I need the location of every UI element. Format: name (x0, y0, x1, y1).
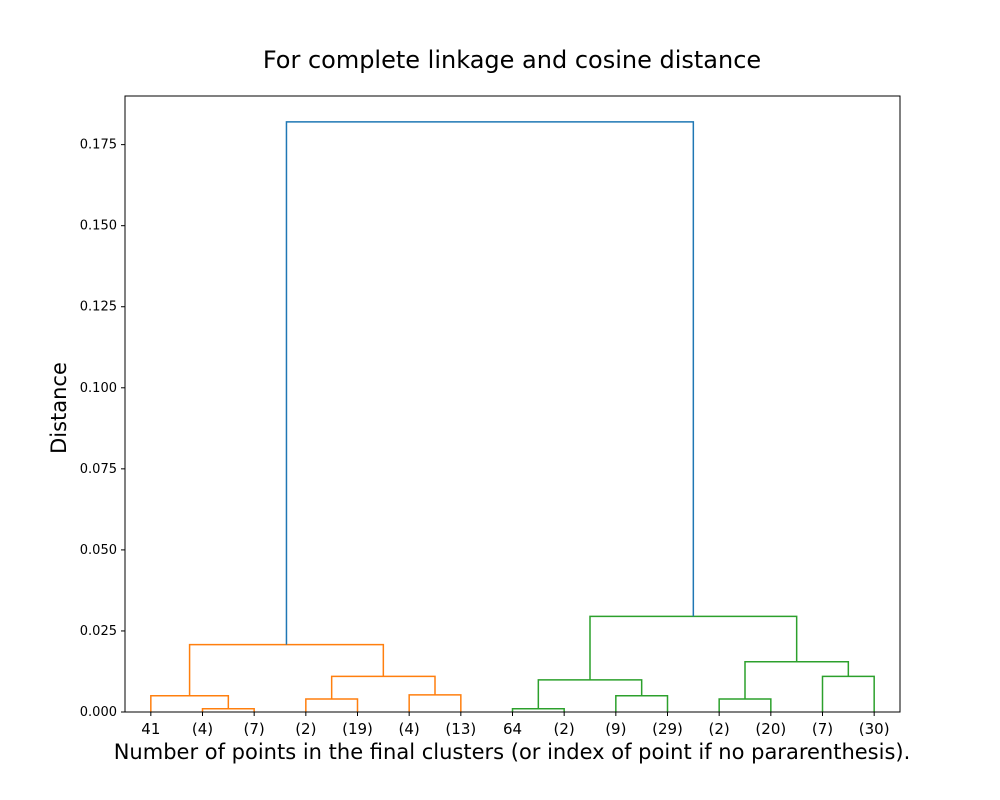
y-tick-label: 0.175 (80, 138, 117, 153)
dendrogram-links (150, 121, 875, 712)
dendrogram-link (615, 695, 669, 712)
leaf-label: (13) (445, 720, 476, 738)
plot-frame (124, 95, 901, 713)
y-axis: 0.000 0.025 0.050 0.075 0.100 0.125 0.150 0.175 (80, 138, 125, 720)
leaf-label: (2) (709, 720, 730, 738)
y-tick-label: 0.025 (80, 624, 117, 639)
y-tick-label: 0.150 (80, 219, 117, 234)
dendrogram-link (201, 708, 255, 712)
leaf-label: (20) (755, 720, 786, 738)
dendrogram-link (408, 694, 462, 712)
leaf-label: (30) (859, 720, 890, 738)
chart-title: For complete linkage and cosine distance (263, 46, 761, 74)
leaf-label: (4) (192, 720, 213, 738)
y-tick-label: 0.075 (80, 462, 117, 477)
dendrogram-link (589, 615, 798, 680)
x-axis-label: Number of points in the final clusters (… (114, 740, 911, 764)
leaf-label: 64 (503, 720, 522, 738)
dendrogram-link (511, 708, 565, 712)
leaf-label: (7) (244, 720, 265, 738)
leaf-label: (29) (652, 720, 683, 738)
y-tick-label: 0.100 (80, 381, 117, 396)
leaf-label: (2) (295, 720, 316, 738)
leaf-label: (7) (812, 720, 833, 738)
leaf-label: 41 (141, 720, 160, 738)
dendrogram-link (744, 660, 850, 700)
dendrogram-link (537, 679, 643, 709)
leaf-label: (19) (342, 720, 373, 738)
leaf-label: (4) (399, 720, 420, 738)
dendrogram-link (718, 698, 772, 712)
dendrogram-link (188, 643, 385, 696)
dendrogram-link (305, 698, 359, 712)
dendrogram-link (150, 695, 230, 712)
dendrogram-link (285, 121, 695, 645)
y-axis-label: Distance (47, 362, 71, 454)
y-tick-label: 0.000 (80, 705, 117, 720)
dendrogram-link (821, 675, 875, 712)
y-tick-label: 0.050 (80, 543, 117, 558)
y-tick-label: 0.125 (80, 300, 117, 315)
leaf-label: (9) (605, 720, 626, 738)
x-axis: 41 (4) (7) (2) (19) (4) (13) 64 (2) (9) (29) (2) (20… (141, 712, 890, 738)
dendrogram-link (330, 675, 436, 700)
leaf-label: (2) (554, 720, 575, 738)
